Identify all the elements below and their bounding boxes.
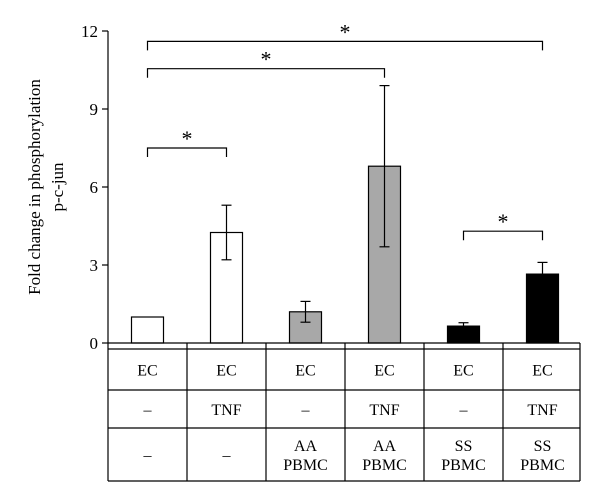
table-cell-text: – <box>301 402 311 419</box>
table-cell-text: – <box>459 402 469 419</box>
table-cell-text: PBMC <box>441 457 485 474</box>
table-cell-text: AA <box>373 438 397 455</box>
significance-star: * <box>340 19 351 44</box>
table-cell-text: EC <box>374 363 394 380</box>
table-cell-text: EC <box>216 363 236 380</box>
bar <box>130 316 165 344</box>
table-cell-text: TNF <box>527 402 557 419</box>
significance-star: * <box>261 47 272 72</box>
table-cell-text: – <box>222 448 232 465</box>
table-cell-text: TNF <box>369 402 399 419</box>
table-cell-text: TNF <box>211 402 241 419</box>
y-axis-label-line: p-c-jun <box>48 162 67 212</box>
condition-table: EC EC EC EC EC EC – TNF – TNF – TNF – – AA PBMC AA PBMC SS… <box>107 342 581 482</box>
table-cell-text: PBMC <box>520 457 564 474</box>
y-tick-label: 6 <box>90 178 99 197</box>
y-tick-label: 0 <box>90 334 99 353</box>
table-cell-text: PBMC <box>283 457 327 474</box>
table-cell-text: SS <box>534 438 552 455</box>
y-axis-title: Fold change in phosphorylation p-c-jun <box>25 79 67 295</box>
y-axis-label: Fold change in phosphorylation p-c-jun <box>25 79 67 295</box>
y-axis: 0 3 6 9 12 <box>81 22 109 353</box>
table-cell-text: EC <box>137 363 157 380</box>
y-axis-label-line: Fold change in phosphorylation <box>25 79 44 295</box>
table-cell-text: AA <box>294 438 318 455</box>
table-cell-text: PBMC <box>362 457 406 474</box>
significance-bracket <box>462 230 544 241</box>
significance-bracket <box>146 147 228 157</box>
table-cell-text: – <box>143 402 153 419</box>
table-cell-text: SS <box>455 438 473 455</box>
y-tick-label: 9 <box>90 100 99 119</box>
table-cell-text: EC <box>453 363 473 380</box>
y-tick-label: 3 <box>90 256 99 275</box>
bars <box>130 84 560 344</box>
significance-star: * <box>182 126 193 151</box>
significance-bracket <box>146 68 386 78</box>
significance-star: * <box>498 209 509 234</box>
significance-bracket <box>146 40 544 51</box>
significance-brackets: * * * * <box>146 19 544 241</box>
table-cell-text: – <box>143 448 153 465</box>
table-cell-text: EC <box>295 363 315 380</box>
table-cell-text: EC <box>532 363 552 380</box>
y-tick-label: 12 <box>81 22 98 41</box>
